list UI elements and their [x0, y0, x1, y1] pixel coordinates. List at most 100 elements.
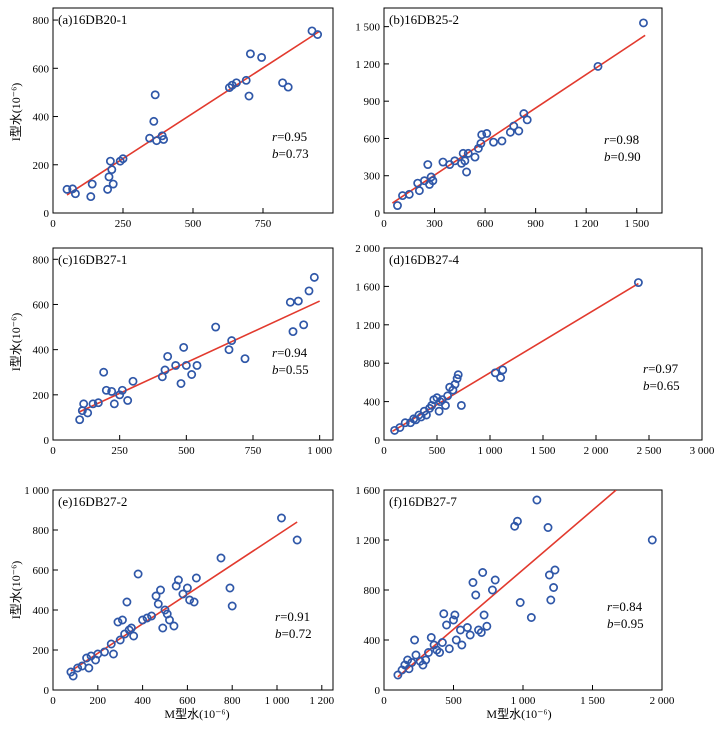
data-point — [87, 179, 97, 189]
panel-title: (a)16DB20-1 — [58, 12, 127, 27]
x-tick-label: 600 — [477, 218, 494, 230]
x-tick-label: 0 — [381, 445, 387, 457]
data-point — [404, 189, 414, 199]
y-axis-label: I型水(10⁻⁶) — [9, 83, 23, 142]
x-tick-label: 0 — [50, 445, 56, 457]
y-tick-label: 800 — [364, 358, 381, 370]
data-point — [187, 370, 197, 379]
x-tick-label: 1 500 — [531, 445, 556, 457]
data-point — [468, 578, 478, 587]
data-point — [441, 400, 450, 410]
data-point — [304, 286, 314, 296]
data-point — [115, 635, 125, 645]
data-point — [245, 49, 255, 59]
y-tick-label: 600 — [364, 133, 381, 145]
data-point — [169, 621, 179, 631]
data-point — [118, 154, 128, 164]
data-point — [437, 638, 447, 647]
x-tick-label: 500 — [445, 695, 462, 707]
y-tick-label: 600 — [33, 63, 50, 75]
data-point — [490, 368, 500, 378]
x-tick-label: 250 — [111, 445, 128, 457]
data-point — [490, 575, 500, 585]
data-point — [86, 192, 96, 202]
y-tick-label: 1 200 — [355, 535, 380, 547]
y-tick-label: 0 — [44, 208, 50, 220]
data-point — [512, 516, 522, 526]
data-point — [463, 148, 473, 158]
data-point — [477, 130, 487, 140]
y-tick-label: 400 — [364, 635, 381, 647]
data-point — [185, 595, 195, 605]
data-point — [257, 52, 267, 62]
data-point — [471, 590, 481, 600]
data-point — [292, 535, 302, 545]
scatter-panel: 0 300 600 900 1 200 1 500 0 300 600 900 1 200 1 500… — [355, 7, 663, 230]
x-tick-label: 0 — [50, 695, 56, 707]
data-point — [434, 406, 444, 416]
data-point — [544, 570, 554, 580]
data-point — [129, 631, 139, 641]
data-point — [108, 179, 118, 189]
data-point — [442, 620, 451, 630]
data-point — [465, 630, 475, 640]
data-point — [426, 633, 436, 642]
data-point — [428, 176, 438, 186]
y-tick-label: 1 000 — [24, 485, 49, 497]
panel-title: (c)16DB27-1 — [58, 252, 127, 267]
data-point — [240, 354, 250, 364]
y-tick-label: 0 — [44, 685, 50, 697]
data-point — [165, 615, 174, 625]
data-point — [514, 126, 524, 136]
data-point — [410, 635, 420, 645]
data-point — [109, 649, 118, 659]
data-point — [211, 322, 221, 332]
b-value: b=0.65 — [643, 378, 680, 393]
data-point — [532, 495, 542, 505]
scatter-panel: 0 250 500 750 1 000 0 200 400 600 800 (c)16DB27-1 r… — [9, 247, 334, 457]
data-point — [277, 513, 286, 523]
x-tick-label: 750 — [255, 218, 272, 230]
data-point — [546, 595, 556, 605]
data-point — [106, 639, 116, 649]
data-point — [549, 583, 559, 592]
data-point — [479, 610, 489, 620]
plot-frame — [383, 7, 663, 214]
data-point — [224, 345, 234, 355]
data-point — [496, 373, 506, 383]
regression-line — [397, 490, 617, 678]
x-tick-label: 1 000 — [265, 695, 290, 707]
data-point — [460, 156, 470, 166]
x-tick-label: 1 000 — [511, 695, 536, 707]
y-tick-label: 0 — [375, 685, 381, 697]
data-point — [191, 573, 201, 583]
x-tick-label: 0 — [381, 218, 387, 230]
data-point — [647, 535, 657, 545]
b-value: b=0.73 — [272, 146, 309, 161]
data-point — [151, 591, 161, 601]
data-point — [113, 617, 123, 627]
data-point — [176, 379, 186, 388]
data-point — [526, 613, 536, 622]
data-point — [482, 621, 492, 631]
y-tick-label: 800 — [33, 525, 50, 537]
x-tick-label: 600 — [179, 695, 196, 707]
data-point — [225, 583, 235, 593]
data-point — [109, 399, 119, 409]
plot-frame — [383, 489, 663, 691]
r-value: r=0.97 — [643, 361, 679, 376]
data-point — [158, 623, 168, 633]
data-point — [414, 186, 424, 196]
data-point — [482, 129, 492, 138]
x-tick-label: 750 — [245, 445, 262, 457]
y-tick-label: 300 — [364, 171, 381, 183]
r-value: r=0.94 — [272, 345, 308, 360]
y-tick-label: 1 200 — [355, 59, 380, 71]
y-tick-label: 1 200 — [355, 320, 380, 332]
x-axis-label: M型水(10⁻⁶) — [164, 707, 229, 721]
data-point — [421, 410, 431, 420]
x-tick-label: 900 — [527, 218, 544, 230]
x-tick-label: 2 000 — [584, 445, 609, 457]
data-point — [515, 598, 525, 607]
